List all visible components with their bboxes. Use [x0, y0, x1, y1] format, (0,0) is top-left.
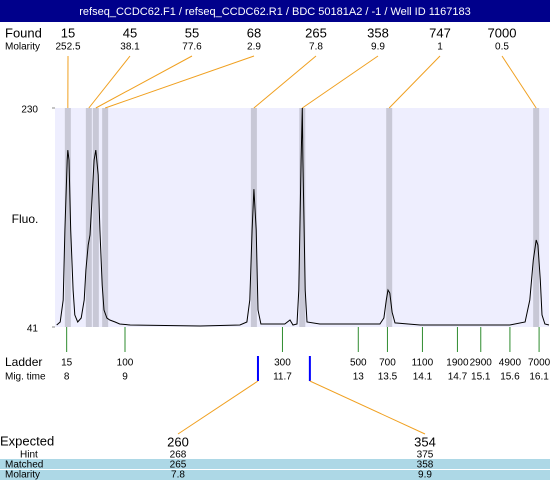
ladder-time: 11.7	[273, 372, 292, 383]
ladder-size: 1100	[412, 358, 434, 369]
ladder-time: 14.1	[413, 372, 433, 383]
peak-connector	[389, 56, 440, 108]
ladder-size: 15	[61, 358, 73, 369]
ladder-size: 2900	[470, 358, 493, 369]
expected-connector	[310, 381, 425, 434]
found-molarity: 7.8	[309, 42, 323, 53]
found-label: Found	[5, 25, 42, 40]
found-size: 747	[429, 25, 451, 40]
ladder-time: 14.7	[448, 372, 468, 383]
found-size: 358	[367, 25, 389, 40]
expected-size: 260	[167, 434, 189, 449]
expected-molarity: 7.8	[171, 470, 185, 480]
ladder-time: 13	[353, 372, 365, 383]
ladder-time: 16.1	[529, 372, 549, 383]
ladder-size: 300	[274, 358, 291, 369]
ladder-size: 1900	[446, 358, 469, 369]
ladder-time: 13.5	[378, 372, 398, 383]
found-molarity: 9.9	[371, 42, 385, 53]
molarity-row	[0, 470, 550, 480]
expected-molarity-label: Molarity	[5, 470, 40, 480]
peak-connector	[254, 56, 316, 108]
found-size: 265	[305, 25, 327, 40]
expected-molarity: 9.9	[418, 470, 432, 480]
peak-band	[533, 108, 539, 327]
expected-size: 354	[414, 434, 436, 449]
peak-connector	[105, 56, 254, 108]
found-size: 45	[123, 25, 137, 40]
found-molarity: 0.5	[495, 42, 509, 53]
title: refseq_CCDC62.F1 / refseq_CCDC62.R1 / BD…	[79, 6, 471, 18]
ladder-size: 4900	[499, 358, 522, 369]
y-tick-label: 230	[21, 105, 38, 116]
found-molarity: 252.5	[55, 42, 80, 53]
molarity-label: Molarity	[5, 42, 40, 53]
matched-row	[0, 459, 550, 469]
ladder-size: 100	[117, 358, 134, 369]
peak-connector	[302, 56, 378, 108]
y-tick-label: 41	[27, 324, 39, 335]
found-size: 55	[185, 25, 199, 40]
ladder-size: 500	[350, 358, 367, 369]
peak-connector	[502, 56, 536, 108]
y-axis-label: Fluo.	[12, 212, 39, 226]
found-size: 68	[247, 25, 261, 40]
ladder-label: Ladder	[5, 355, 42, 369]
expected-label: Expected	[0, 433, 54, 448]
found-molarity: 2.9	[247, 42, 261, 53]
found-molarity: 1	[437, 42, 443, 53]
peak-band	[93, 108, 99, 327]
found-size: 7000	[488, 25, 517, 40]
expected-connector	[178, 381, 258, 434]
ladder-size: 700	[379, 358, 396, 369]
ladder-size: 7000	[528, 358, 550, 369]
found-molarity: 77.6	[182, 42, 202, 53]
mig-time-label: Mig. time	[5, 372, 46, 383]
found-molarity: 38.1	[120, 42, 140, 53]
ladder-time: 15.6	[500, 372, 520, 383]
ladder-time: 9	[122, 372, 128, 383]
peak-connector	[96, 56, 192, 108]
ladder-time: 8	[64, 372, 70, 383]
ladder-time: 15.1	[471, 372, 491, 383]
found-size: 15	[61, 25, 75, 40]
